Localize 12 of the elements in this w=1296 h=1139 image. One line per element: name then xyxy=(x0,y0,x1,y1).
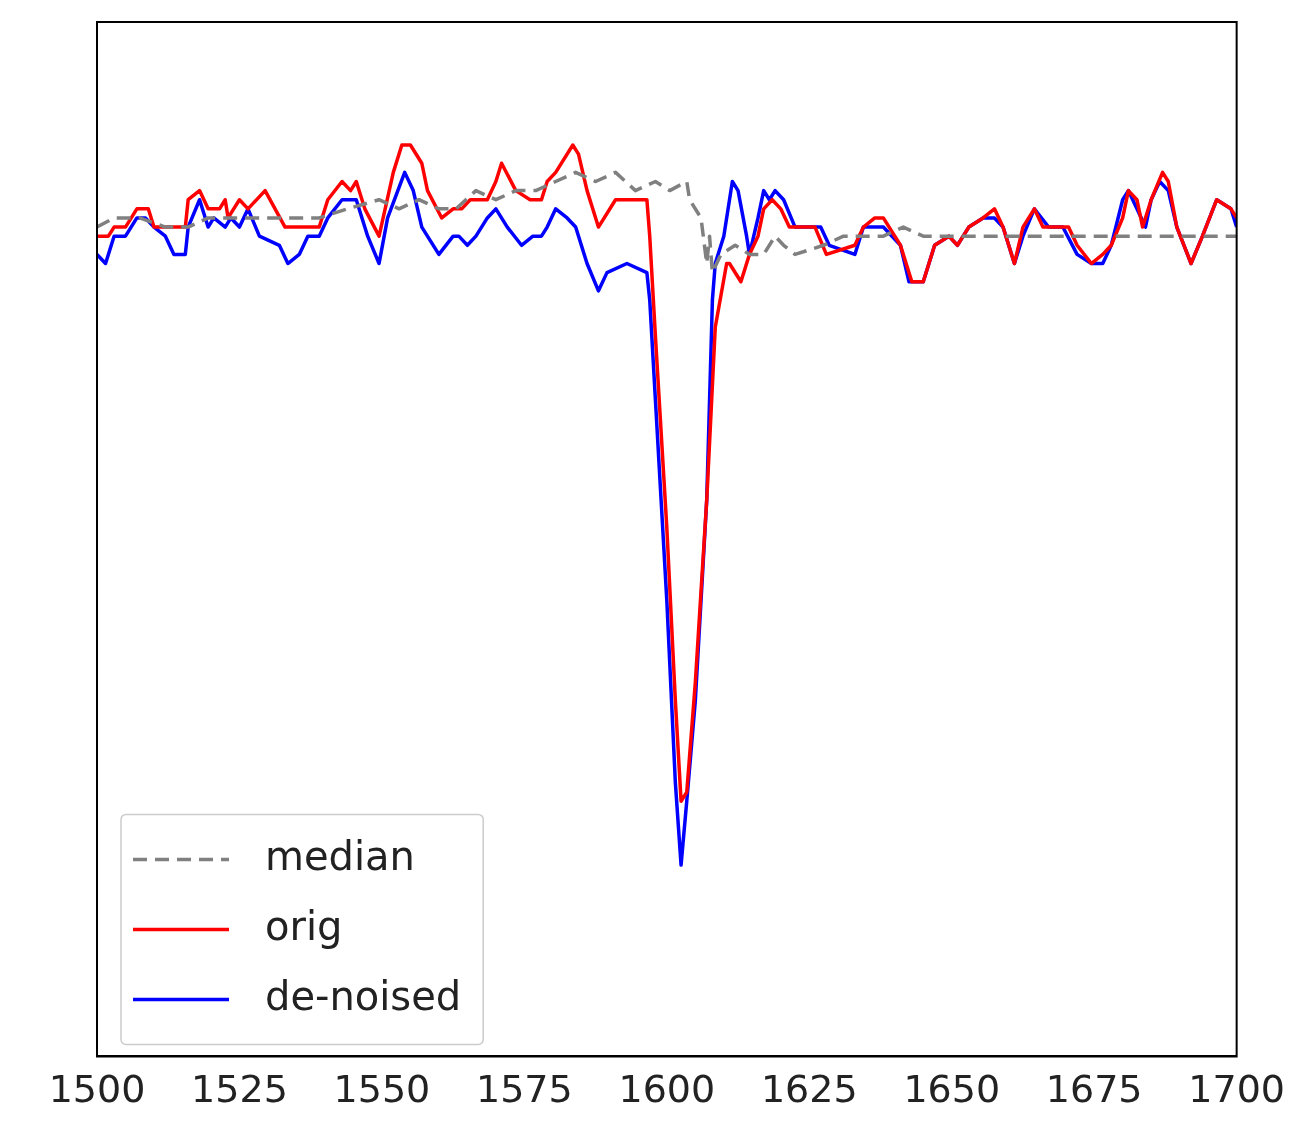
x-tick-label: 1625 xyxy=(760,1067,858,1112)
legend-label: median xyxy=(265,832,415,879)
x-tick-label: 1675 xyxy=(1045,1067,1143,1112)
legend-label: de-noised xyxy=(265,972,462,1019)
x-tick-label: 1575 xyxy=(476,1067,573,1112)
x-tick-label: 1650 xyxy=(903,1067,1001,1112)
x-tick-label: 1700 xyxy=(1188,1067,1286,1112)
legend-label: orig xyxy=(265,902,343,949)
x-tick-label: 1525 xyxy=(191,1067,288,1112)
x-tick-label: 1500 xyxy=(48,1067,146,1112)
x-tick-label: 1600 xyxy=(618,1067,716,1112)
x-tick-label: 1550 xyxy=(333,1067,431,1112)
